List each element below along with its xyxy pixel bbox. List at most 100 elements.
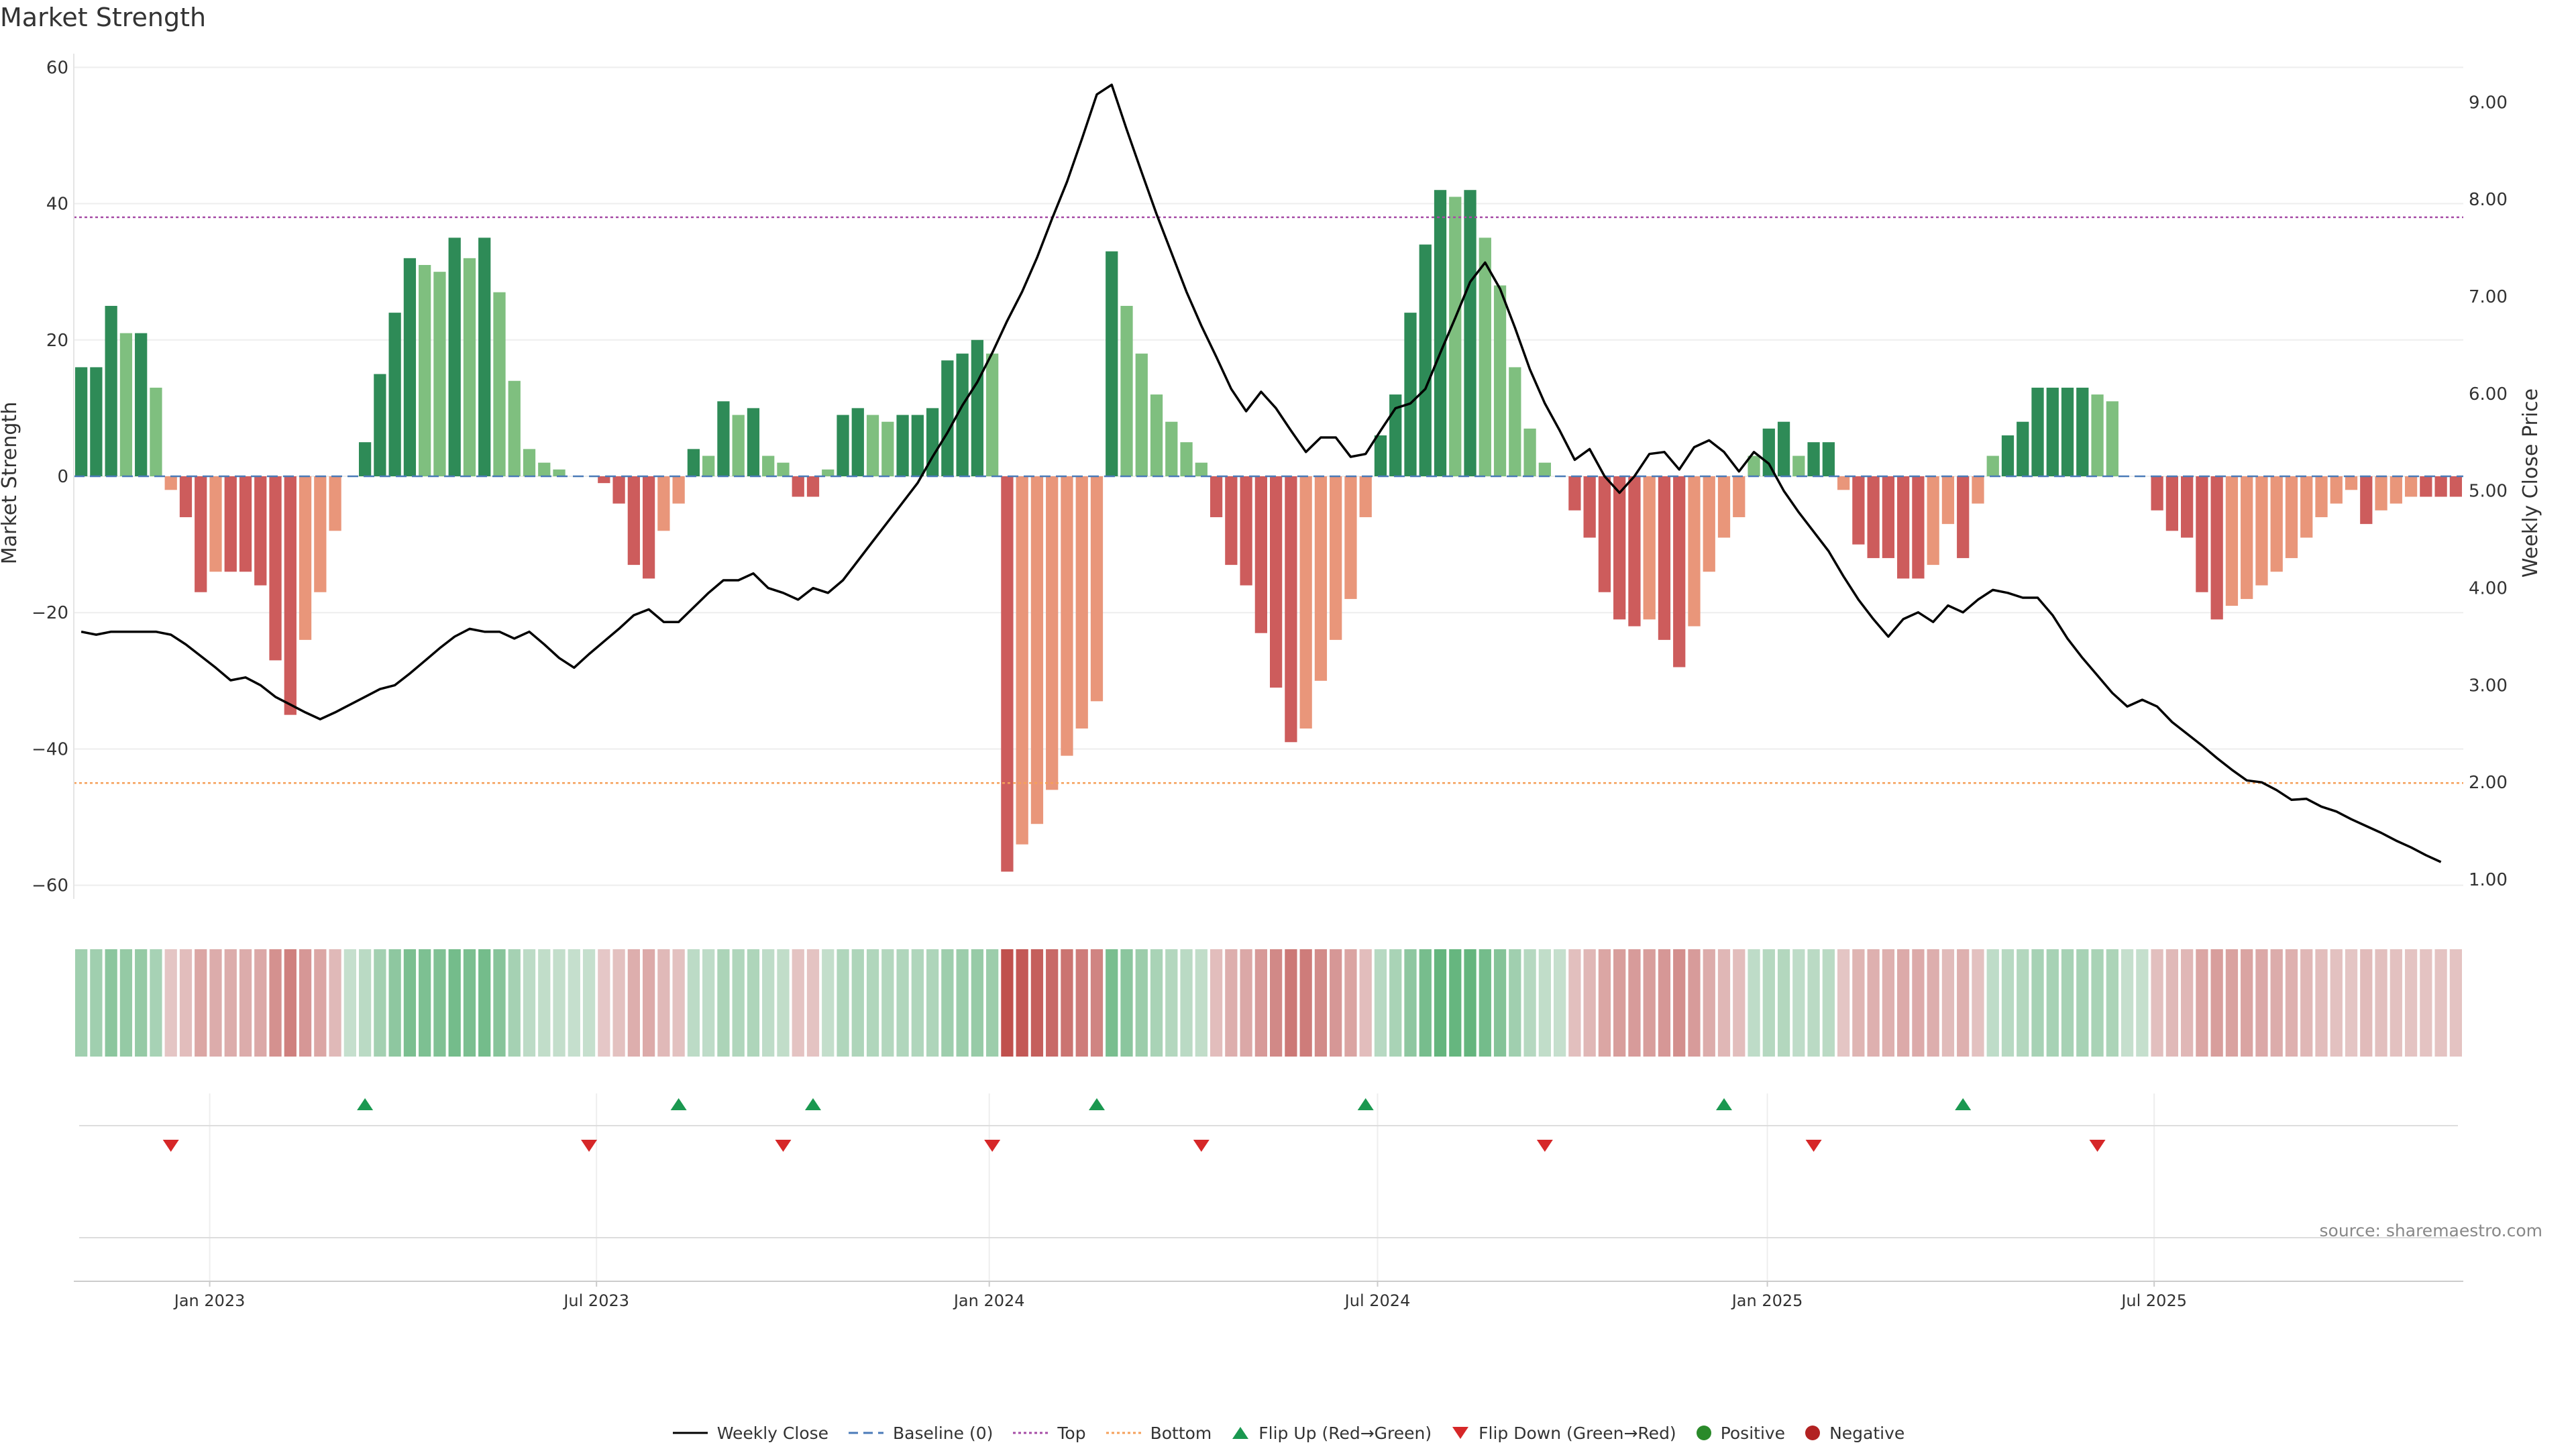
strength-bar xyxy=(150,387,162,476)
triangle-up-icon xyxy=(1232,1427,1249,1439)
heat-cell xyxy=(105,949,117,1057)
strength-bar xyxy=(1299,476,1312,729)
heat-cell xyxy=(971,949,984,1057)
strength-bar xyxy=(1479,237,1491,476)
line-swatch-icon xyxy=(672,1432,708,1434)
strength-bar xyxy=(1330,476,1342,640)
strength-bar xyxy=(702,455,715,476)
strength-bar xyxy=(1135,354,1148,476)
strength-bar xyxy=(2241,476,2253,599)
y-tick-label: 0 xyxy=(57,467,68,487)
strength-bar xyxy=(851,408,864,476)
strength-bar xyxy=(2001,435,2015,476)
circle-red-icon xyxy=(1805,1426,1821,1440)
strength-bar xyxy=(822,469,835,476)
heat-cell xyxy=(1314,949,1328,1057)
heat-cell xyxy=(777,949,790,1057)
heat-cell xyxy=(1120,949,1133,1057)
legend-top: Top xyxy=(1012,1424,1086,1443)
strength-bar xyxy=(1120,305,1133,476)
legend-label: Negative xyxy=(1829,1423,1905,1443)
flip-down-marker xyxy=(162,1140,179,1152)
legend-bottom: Bottom xyxy=(1105,1424,1212,1443)
heat-cell xyxy=(1493,949,1507,1057)
strength-bar xyxy=(1016,476,1028,845)
strength-bar xyxy=(1210,476,1223,517)
strength-bar xyxy=(1509,367,1521,476)
heat-cell xyxy=(1777,949,1790,1057)
legend-baseline: Baseline (0) xyxy=(847,1424,993,1443)
heat-cell xyxy=(717,949,730,1057)
heat-cell xyxy=(1001,949,1014,1057)
flip-up-marker xyxy=(1955,1098,1972,1110)
strength-heatmap-strip xyxy=(75,949,2462,1057)
gridlines xyxy=(74,66,2463,1281)
strength-bar xyxy=(1493,285,1507,476)
strength-bar xyxy=(1897,476,1910,579)
y2-tick-label: 8.00 xyxy=(2469,190,2508,210)
strength-bar xyxy=(224,476,237,572)
strength-bar xyxy=(1568,476,1581,511)
strength-bar xyxy=(1285,476,1297,743)
heat-cell xyxy=(1464,949,1477,1057)
strength-bar xyxy=(403,258,417,476)
heat-cell xyxy=(747,949,760,1057)
strength-bar xyxy=(2106,401,2118,476)
strength-bar xyxy=(2196,476,2208,592)
flip-down-marker xyxy=(2089,1140,2106,1152)
strength-bar xyxy=(866,415,879,476)
heat-cell xyxy=(1912,949,1925,1057)
heat-cell xyxy=(2241,949,2253,1057)
strength-bar xyxy=(1254,476,1267,633)
heat-cell xyxy=(1270,949,1283,1057)
strength-bar xyxy=(1359,476,1372,517)
y-axis-label: Market Strength xyxy=(0,402,21,564)
heat-cell xyxy=(1135,949,1148,1057)
strength-bar xyxy=(1150,394,1163,476)
heat-cell xyxy=(463,949,476,1057)
heat-cell xyxy=(1583,949,1596,1057)
strength-bars xyxy=(75,190,2462,872)
heat-cell xyxy=(224,949,237,1057)
strength-bar xyxy=(1837,476,1850,490)
strength-bar xyxy=(2225,476,2239,606)
heat-cell xyxy=(2121,949,2134,1057)
heat-cell xyxy=(2210,949,2223,1057)
heat-cell xyxy=(1240,949,1252,1057)
strength-bar xyxy=(1001,476,1014,872)
heat-cell xyxy=(1986,949,1999,1057)
strength-bar xyxy=(672,476,685,504)
strength-bar xyxy=(1762,428,1775,476)
heat-cell xyxy=(1733,949,1746,1057)
heat-cell xyxy=(1509,949,1521,1057)
heat-cell xyxy=(1688,949,1701,1057)
heat-cell xyxy=(299,949,312,1057)
strength-bar xyxy=(553,469,566,476)
heat-cell xyxy=(1404,949,1417,1057)
heat-cell xyxy=(419,949,431,1057)
y-tick-label: −40 xyxy=(32,739,68,759)
strength-bar xyxy=(2165,476,2179,531)
heat-cell xyxy=(866,949,879,1057)
heat-cell xyxy=(1285,949,1297,1057)
heat-cell xyxy=(627,949,640,1057)
heat-cell xyxy=(553,949,566,1057)
strength-bar xyxy=(119,333,133,476)
strength-bar xyxy=(75,367,88,476)
strength-bar xyxy=(1225,476,1238,566)
heat-cell xyxy=(2076,949,2089,1057)
strength-bar xyxy=(209,476,222,572)
strength-bar xyxy=(1748,455,1760,476)
strength-bar xyxy=(2061,387,2074,476)
strength-bar xyxy=(777,462,790,476)
heat-cell xyxy=(2046,949,2059,1057)
heat-cell xyxy=(1449,949,1462,1057)
flip-down-marker xyxy=(581,1140,598,1152)
strength-bar xyxy=(388,313,401,476)
strength-bar xyxy=(2031,387,2044,476)
heat-cell xyxy=(1628,949,1641,1057)
heat-cell xyxy=(1150,949,1163,1057)
heat-cell xyxy=(568,949,580,1057)
heat-cell xyxy=(1434,949,1447,1057)
heat-cell xyxy=(2345,949,2358,1057)
